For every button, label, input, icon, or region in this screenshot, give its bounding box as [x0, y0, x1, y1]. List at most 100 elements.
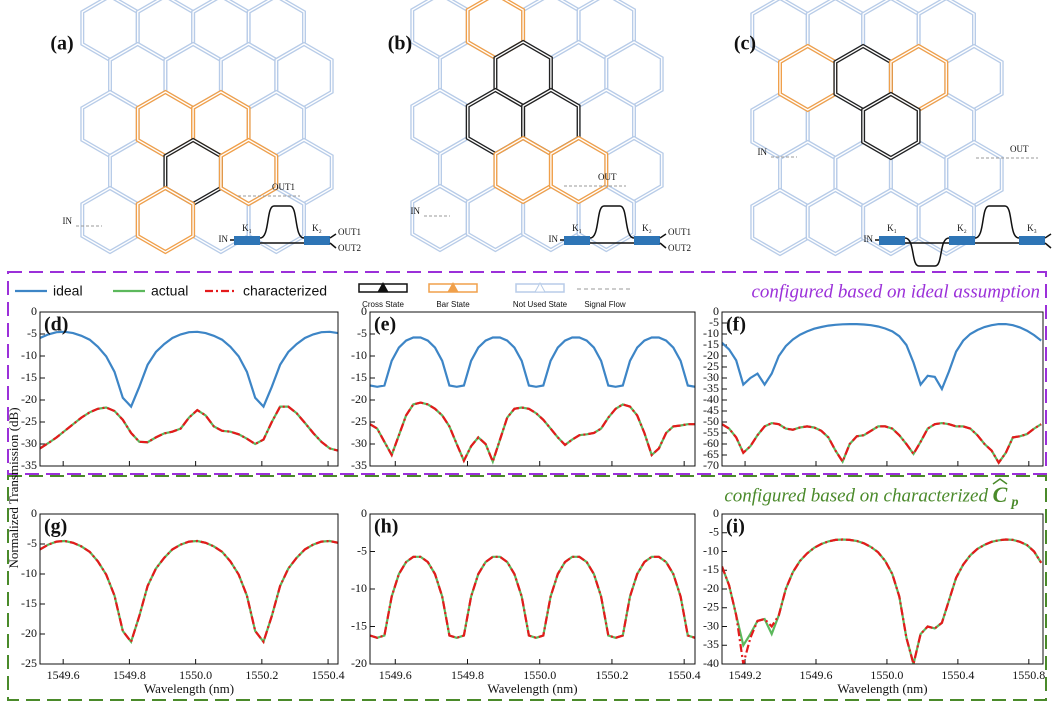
hat: [992, 478, 1008, 485]
mesh-hexagon: [135, 185, 196, 255]
y-tick-label: -20: [21, 392, 37, 406]
plot-frame: [369, 513, 696, 665]
x-tick-label: 1550.4: [668, 668, 701, 682]
mesh-hexagon-inner: [522, 0, 580, 59]
y-tick-label: 0: [361, 506, 367, 520]
coupler-label: K₁: [242, 223, 252, 233]
mesh-hexagon-inner: [917, 189, 975, 255]
series-line: [722, 323, 1042, 392]
series-line: [370, 401, 695, 465]
y-tick-label: -30: [703, 618, 719, 632]
coupler: [304, 236, 330, 245]
y-tick-label: -5: [709, 315, 719, 329]
x-tick-label: 1550.4: [941, 668, 974, 682]
state-icon: [534, 281, 546, 293]
mesh-hexagon: [218, 137, 279, 207]
series-line: [40, 405, 338, 452]
input-label: IN: [758, 147, 768, 157]
x-tick-label: 1550.2: [595, 668, 628, 682]
panel-label: (e): [374, 314, 396, 336]
schematic-in: IN: [219, 234, 229, 244]
y-tick-label: -60: [703, 436, 719, 450]
coupler: [879, 236, 905, 245]
x-tick-label: 1550.0: [523, 668, 556, 682]
y-tick-label: -5: [357, 326, 367, 340]
y-tick-label: -20: [703, 581, 719, 595]
mesh-hexagon-inner: [862, 93, 920, 159]
waveguide: [329, 233, 337, 239]
mesh-hexagon: [521, 0, 581, 61]
y-tick-label: -20: [351, 392, 367, 406]
series-line: [722, 421, 1042, 465]
plot-frame: [721, 513, 1044, 665]
x-tick-label: 1550.2: [245, 668, 278, 682]
y-tick-label: -10: [21, 566, 37, 580]
waveguide: [1044, 242, 1052, 249]
legend-label: characterized: [243, 283, 327, 299]
mesh-hexagon-inner: [467, 0, 524, 59]
mesh-hexagon-inner: [577, 0, 635, 59]
y-tick-label: -20: [703, 348, 719, 362]
series-line: [370, 555, 695, 639]
mesh-hexagon: [410, 183, 470, 253]
coupler-label: K₁: [887, 223, 897, 233]
panel-label: (c): [734, 33, 756, 55]
x-axis-label: Wavelength (nm): [837, 681, 927, 696]
y-tick-label: -10: [351, 348, 367, 362]
y-tick-label: -70: [703, 458, 719, 472]
y-tick-label: 0: [361, 304, 367, 318]
series-line: [722, 538, 1043, 664]
output-label: OUT: [598, 172, 617, 182]
waveguide: [904, 237, 950, 267]
legend-label: actual: [151, 283, 188, 299]
series-line: [370, 336, 695, 388]
x-tick-label: 1549.6: [379, 668, 412, 682]
waveguide: [259, 205, 305, 239]
panel-label: (a): [50, 33, 73, 55]
coupler: [949, 236, 975, 245]
x-tick-label: 1550.4: [312, 668, 345, 682]
y-axis-label: Normalized Transmission (dB): [6, 407, 21, 568]
y-tick-label: -15: [21, 370, 37, 384]
state-icon: [447, 281, 459, 293]
y-tick-label: -65: [703, 447, 719, 461]
x-axis-label: Wavelength (nm): [487, 681, 577, 696]
mesh-hexagon-inner: [550, 137, 607, 203]
state-label: Cross State: [362, 300, 404, 309]
y-tick-label: 0: [31, 304, 37, 318]
coupler-label: K₂: [957, 223, 967, 233]
input-label: IN: [63, 216, 73, 226]
y-tick-label: -50: [703, 414, 719, 428]
mesh-hexagon: [778, 43, 838, 113]
x-tick-label: 1549.8: [451, 668, 484, 682]
mesh-hexagon-inner: [137, 187, 194, 253]
output-label: OUT1: [272, 182, 295, 192]
mesh-hexagon: [805, 187, 866, 257]
series-line: [722, 538, 1043, 664]
y-tick-label: 0: [713, 506, 719, 520]
panel-label: (g): [44, 516, 67, 538]
coupler-label: K₁: [572, 223, 582, 233]
mesh-hexagon-inner: [411, 0, 469, 59]
x-tick-label: 1549.2: [729, 668, 762, 682]
mesh-hexagon: [80, 185, 140, 255]
coupler-label: K₃: [1027, 223, 1037, 233]
panel-label: (i): [726, 516, 745, 538]
schematic-out: OUT2: [668, 243, 691, 253]
y-tick-label: -5: [27, 326, 37, 340]
waveguide: [659, 242, 667, 249]
coupler-label: K₂: [312, 223, 322, 233]
y-tick-label: -15: [351, 370, 367, 384]
x-tick-label: 1549.6: [47, 668, 80, 682]
output-label: OUT: [1010, 144, 1029, 154]
series-line: [40, 539, 338, 645]
waveguide: [1044, 233, 1052, 239]
y-tick-label: -10: [21, 348, 37, 362]
waveguide: [659, 233, 667, 239]
annotation-symbol: C: [993, 482, 1008, 507]
plot-frame: [369, 311, 696, 467]
y-tick-label: 0: [713, 304, 719, 318]
mesh-hexagon: [861, 91, 921, 161]
schematic-out: OUT1: [338, 227, 361, 237]
y-tick-label: -30: [351, 436, 367, 450]
